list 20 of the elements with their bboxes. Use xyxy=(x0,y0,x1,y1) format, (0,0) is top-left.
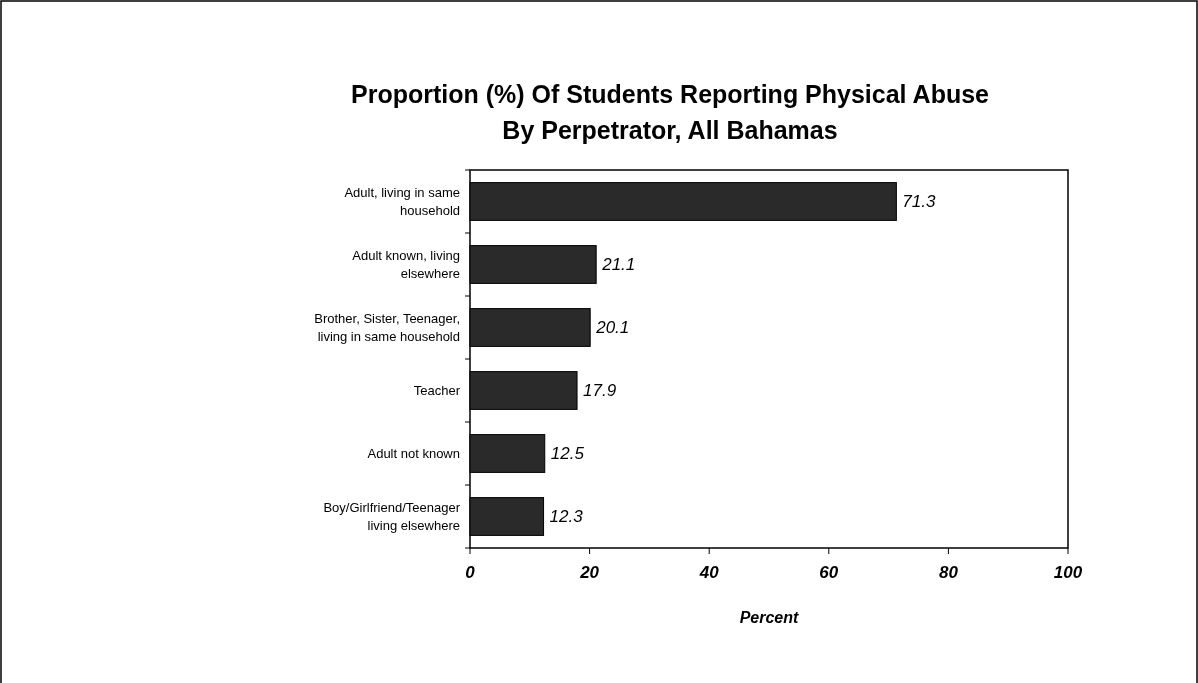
x-tick-label: 80 xyxy=(938,563,959,582)
y-tick-label: Teacher xyxy=(413,383,461,399)
data-label: 71.3 xyxy=(902,192,937,212)
data-label: 17.9 xyxy=(583,381,617,401)
y-tick-label: Adult, living in same household xyxy=(344,185,460,219)
data-label: 12.3 xyxy=(549,507,584,527)
x-axis-title: Percent xyxy=(739,609,800,626)
y-tick-label: Adult known, living elsewhere xyxy=(352,248,460,282)
x-tick-label: 0 xyxy=(465,563,476,582)
y-tick-label: Adult not known xyxy=(367,446,460,462)
x-tick-label: 40 xyxy=(698,563,720,582)
x-tick-label: 20 xyxy=(579,563,600,582)
data-label: 20.1 xyxy=(595,318,630,338)
y-tick-label: Boy/Girlfriend/Teenager living elsewhere xyxy=(323,500,461,534)
chart-title: Proportion (%) Of Students Reporting Physical Abuse By Perpetrator, All Bahamas xyxy=(350,80,990,144)
x-tick-label: 100 xyxy=(1053,563,1083,582)
x-tick-label: 60 xyxy=(819,563,839,582)
data-label: 21.1 xyxy=(601,255,636,275)
data-label: 12.5 xyxy=(550,444,585,464)
y-tick-label: Brother, Sister, Teenager, living in same household xyxy=(314,311,460,345)
